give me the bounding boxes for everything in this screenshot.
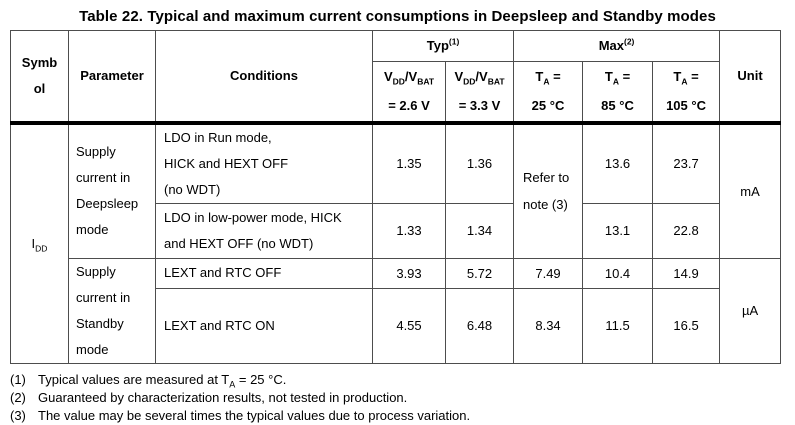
header-parameter: Parameter	[68, 30, 156, 125]
vdd-3v3-value: = 3.3 V	[458, 98, 501, 114]
header-symbol-line2: ol	[33, 80, 46, 96]
vdd-vbat-label: VDD/VBAT	[383, 69, 435, 87]
max-25-value: 8.34	[513, 287, 584, 364]
footnote-1-number: (1)	[10, 371, 26, 387]
ta-105-value: 105 °C	[666, 98, 706, 114]
typ-2v6-value: 4.55	[372, 287, 446, 364]
typ-3v3-value: 5.72	[444, 257, 515, 289]
footnote-3-text: The value may be several times the typic…	[38, 407, 471, 423]
conditions-rtc-on: LEXT and RTC ON	[155, 287, 373, 364]
header-conditions: Conditions	[155, 30, 373, 125]
footnote-1: (1) Typical values are measured at TA = …	[10, 371, 795, 389]
footnote-2-text: Guaranteed by characterization results, …	[38, 389, 408, 405]
header-max: Max(2)	[513, 30, 721, 62]
header-ta-25: TA = 25 °C	[513, 61, 584, 125]
header-typ: Typ(1)	[371, 30, 515, 62]
max-105-value: 14.9	[652, 257, 721, 289]
unit-standby: µA	[719, 257, 782, 364]
current-consumption-table: Symb ol Parameter Conditions Typ(1) Max(…	[10, 30, 782, 364]
footnote-2: (2) Guaranteed by characterization resul…	[10, 389, 795, 407]
ta-label: TA =	[535, 69, 561, 87]
parameter-deepsleep: Supply current in Deepsleep mode	[68, 122, 156, 259]
max-105-value: 23.7	[652, 122, 721, 204]
max-25-note: Refer to note (3)	[513, 122, 584, 259]
max-105-value: 22.8	[652, 202, 721, 259]
header-ta-105: TA = 105 °C	[652, 61, 721, 125]
vdd-2v6-value: = 2.6 V	[388, 98, 430, 114]
symbol-idd: IDD	[10, 122, 69, 364]
unit-deepsleep: mA	[719, 122, 782, 259]
max-85-value: 13.6	[582, 122, 654, 204]
ta-25-value: 25 °C	[531, 98, 565, 114]
typ-2v6-value: 3.93	[372, 257, 446, 289]
vdd-vbat-label: VDD/VBAT	[454, 69, 505, 87]
footnote-2-number: (2)	[10, 389, 26, 405]
typ-3v3-value: 6.48	[444, 287, 515, 364]
header-unit: Unit	[719, 30, 782, 125]
footnote-3: (3) The value may be several times the t…	[10, 407, 795, 425]
table-title: Table 22. Typical and maximum current co…	[79, 8, 716, 25]
max-85-value: 11.5	[582, 287, 654, 364]
conditions-rtc-off: LEXT and RTC OFF	[155, 257, 373, 289]
footnote-3-number: (3)	[10, 407, 26, 423]
max-105-value: 16.5	[652, 287, 721, 364]
max-85-value: 13.1	[582, 202, 654, 259]
typ-3v3-value: 1.34	[444, 202, 515, 259]
parameter-standby: Supply current in Standby mode	[68, 257, 156, 364]
max-25-value: 7.49	[513, 257, 584, 289]
typ-2v6-value: 1.33	[372, 202, 446, 259]
typ-2v6-value: 1.35	[372, 122, 446, 204]
header-symbol-line1: Symb	[21, 54, 58, 70]
conditions-ldo-lowpower: LDO in low-power mode, HICK and HEXT OFF…	[155, 202, 373, 259]
header-vdd-3v3: VDD/VBAT = 3.3 V	[444, 61, 515, 125]
ta-label: TA =	[604, 69, 631, 87]
footnote-1-text: Typical values are measured at TA = 25 °…	[38, 371, 287, 390]
max-footnote-ref: (2)	[623, 36, 635, 47]
header-ta-85: TA = 85 °C	[582, 61, 654, 125]
header-symbol: Symb ol	[10, 30, 69, 125]
header-vdd-2v6: VDD/VBAT = 2.6 V	[372, 61, 446, 125]
ta-label: TA =	[673, 69, 699, 87]
max-85-value: 10.4	[582, 257, 654, 289]
conditions-ldo-run: LDO in Run mode, HICK and HEXT OFF (no W…	[155, 122, 373, 204]
typ-label: Typ	[426, 38, 449, 53]
max-label: Max	[598, 38, 624, 53]
footnotes: (1) Typical values are measured at TA = …	[10, 371, 795, 425]
ta-85-value: 85 °C	[601, 98, 634, 114]
typ-footnote-ref: (1)	[448, 36, 460, 47]
typ-3v3-value: 1.36	[444, 122, 515, 204]
